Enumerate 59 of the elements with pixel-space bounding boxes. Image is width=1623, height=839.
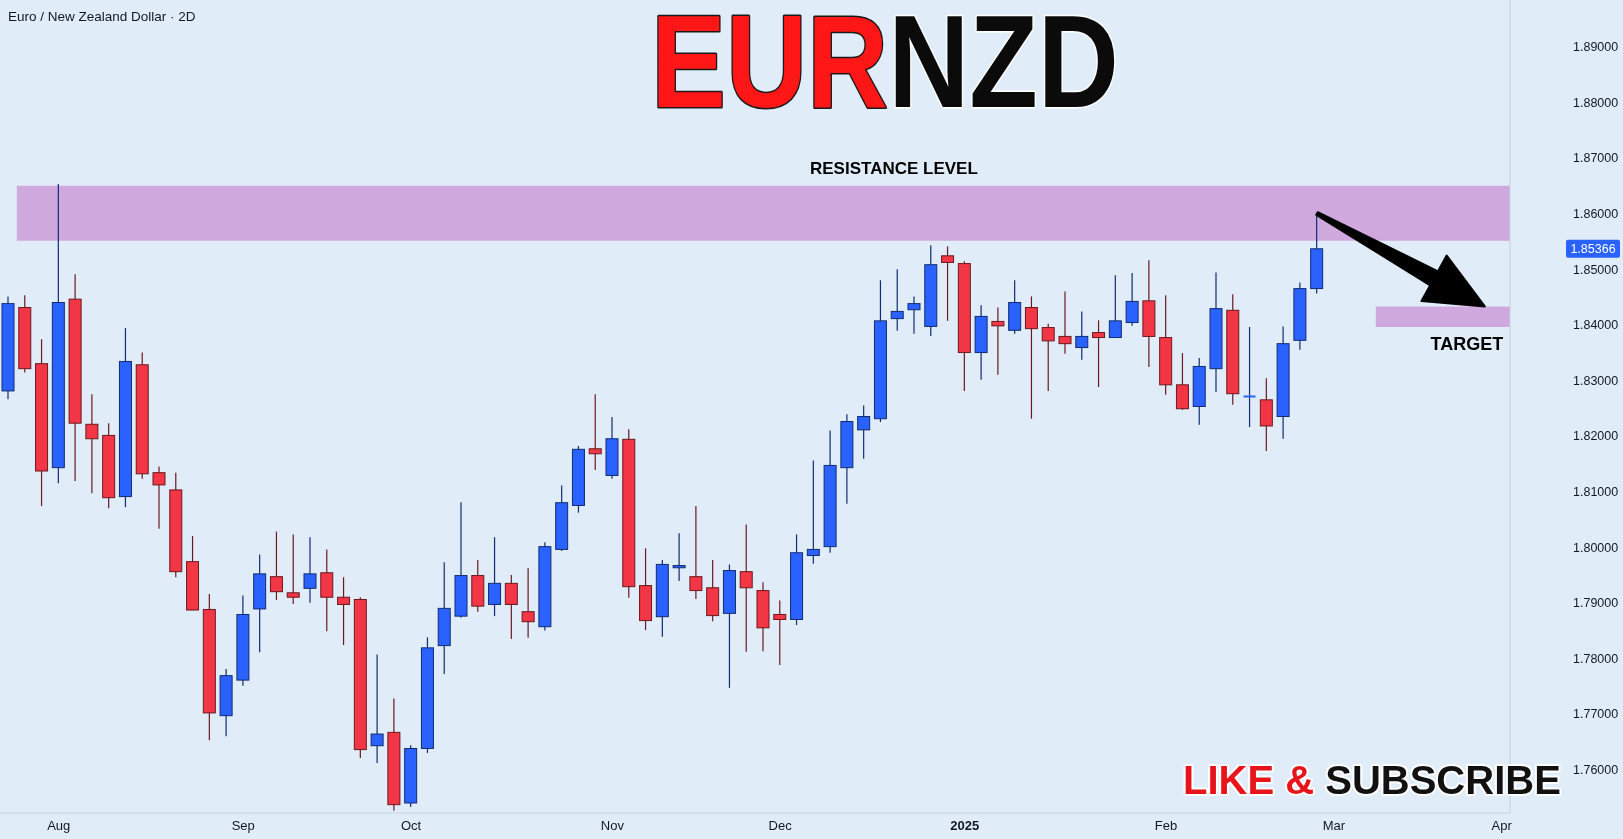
y-tick-label: 1.79000 [1573, 596, 1619, 611]
y-tick-label: 1.77000 [1573, 707, 1619, 722]
candlestick [1041, 323, 1055, 392]
candlestick [1024, 295, 1038, 420]
y-tick-label: 1.84000 [1573, 318, 1619, 333]
y-tick-label: 1.76000 [1573, 763, 1619, 777]
band-label: RESISTANCE LEVEL [810, 158, 978, 178]
candlestick [890, 268, 904, 332]
candlestick [1075, 310, 1089, 361]
y-tick-label: 1.80000 [1573, 540, 1619, 555]
candlestick [1092, 319, 1106, 388]
x-tick-label: Nov [600, 818, 625, 833]
candlestick [286, 533, 300, 605]
candlestick [991, 306, 1005, 376]
y-tick-label: 1.88000 [1573, 95, 1619, 110]
candlestick [672, 532, 686, 582]
candlestick [1243, 326, 1256, 428]
x-tick-label: Dec [768, 818, 793, 833]
y-tick-label: 1.87000 [1573, 151, 1619, 166]
candlestick [303, 536, 317, 604]
candlestick [1108, 274, 1122, 339]
x-tick-label: Apr [1491, 818, 1513, 833]
x-tick-label: Sep [231, 818, 255, 833]
chart-title: EURNZD [651, 0, 1158, 135]
candlestick [1175, 352, 1189, 411]
candlestick [941, 245, 955, 322]
candlestick [337, 576, 351, 646]
text: 1.85366 [1570, 242, 1616, 257]
candlestick [521, 567, 535, 639]
candlestick [504, 574, 518, 640]
band-label: TARGET [1430, 333, 1504, 354]
candlestick [907, 295, 921, 335]
candlestick [488, 536, 502, 617]
candlestick [1125, 272, 1139, 327]
text: Euro / New Zealand Dollar · 2D [8, 9, 196, 24]
y-tick-label: 1.82000 [1573, 429, 1619, 444]
candlestick [773, 599, 787, 666]
candlestick [370, 653, 384, 764]
candlestick [85, 393, 99, 494]
candlestick [806, 459, 820, 565]
x-tick-label: Aug [47, 818, 71, 833]
y-tick-label: 1.83000 [1573, 373, 1619, 388]
x-tick-label: Feb [1154, 818, 1178, 833]
y-tick-label: 1.85000 [1573, 262, 1619, 277]
x-tick-label: Mar [1322, 818, 1346, 833]
y-tick-label: 1.86000 [1573, 206, 1619, 221]
candlestick [689, 505, 703, 600]
y-tick-label: 1.81000 [1573, 484, 1619, 499]
candlestick [857, 404, 871, 460]
candlestick [588, 393, 602, 471]
x-tick-label: 2025 [950, 818, 980, 833]
x-tick-label: Oct [400, 818, 422, 833]
y-tick-label: 1.78000 [1573, 651, 1619, 666]
candlestick [152, 465, 166, 530]
candlestick [1058, 290, 1072, 355]
candlestick [739, 523, 753, 653]
candlestick [269, 531, 283, 601]
annotation: LIKE & SUBSCRIBE [1183, 758, 1561, 802]
y-tick-label: 1.89000 [1573, 40, 1619, 55]
